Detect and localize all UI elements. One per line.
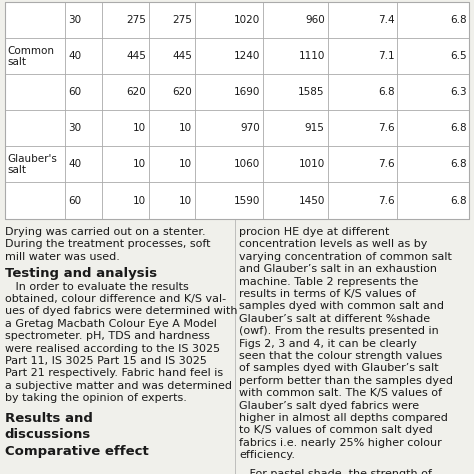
Text: 10: 10 [179, 123, 192, 134]
Text: 10: 10 [133, 123, 146, 134]
Text: 445: 445 [173, 51, 192, 62]
Text: 6.8: 6.8 [450, 15, 466, 26]
Text: Testing and analysis: Testing and analysis [5, 267, 157, 280]
Text: 6.8: 6.8 [378, 87, 394, 98]
Text: 6.8: 6.8 [450, 159, 466, 170]
Text: 7.6: 7.6 [378, 195, 394, 206]
Text: 10: 10 [179, 195, 192, 206]
Text: In order to evaluate the results
obtained, colour difference and K/S val-
ues of: In order to evaluate the results obtaine… [5, 282, 237, 403]
Text: 60: 60 [68, 195, 81, 206]
Text: 7.6: 7.6 [378, 123, 394, 134]
Text: 1690: 1690 [233, 87, 260, 98]
Text: 7.1: 7.1 [378, 51, 394, 62]
Text: 620: 620 [126, 87, 146, 98]
Text: 7.6: 7.6 [378, 159, 394, 170]
Text: 1450: 1450 [298, 195, 325, 206]
Bar [5, 2, 469, 219]
Text: procion HE dye at different
concentration levels as well as by
varying concentra: procion HE dye at different concentratio… [239, 227, 453, 460]
Text: 1585: 1585 [298, 87, 325, 98]
Text: 915: 915 [305, 123, 325, 134]
Text: 30: 30 [68, 123, 81, 134]
Text: 30: 30 [68, 15, 81, 26]
Text: 1060: 1060 [234, 159, 260, 170]
Text: 1240: 1240 [233, 51, 260, 62]
Text: 6.8: 6.8 [450, 123, 466, 134]
Text: 1020: 1020 [234, 15, 260, 26]
Text: 6.3: 6.3 [450, 87, 466, 98]
Text: 10: 10 [133, 195, 146, 206]
Text: 60: 60 [68, 87, 81, 98]
Text: 10: 10 [133, 159, 146, 170]
Text: 7.4: 7.4 [378, 15, 394, 26]
Text: 1010: 1010 [299, 159, 325, 170]
Text: Glauber's
salt: Glauber's salt [7, 154, 57, 175]
Text: 1110: 1110 [298, 51, 325, 62]
Text: Common
salt: Common salt [7, 46, 54, 67]
Text: Results and
discussions: Results and discussions [5, 412, 92, 441]
Text: 6.5: 6.5 [450, 51, 466, 62]
Text: 40: 40 [68, 159, 81, 170]
Bar [5, 2, 469, 219]
Text: 6.8: 6.8 [450, 195, 466, 206]
Text: 620: 620 [173, 87, 192, 98]
Text: 275: 275 [173, 15, 192, 26]
Text: 40: 40 [68, 51, 81, 62]
Text: Drying was carried out on a stenter.
During the treatment processes, soft
mill w: Drying was carried out on a stenter. Dur… [5, 227, 210, 262]
Text: 1590: 1590 [233, 195, 260, 206]
Text: 445: 445 [126, 51, 146, 62]
Text: 970: 970 [240, 123, 260, 134]
Text: For pastel shade, the strength of
the shade is graphically illustrated in
Fig 2.: For pastel shade, the strength of the sh… [239, 469, 447, 474]
Text: Comparative effect: Comparative effect [5, 445, 148, 458]
Text: 960: 960 [305, 15, 325, 26]
Text: 10: 10 [179, 159, 192, 170]
Text: 275: 275 [126, 15, 146, 26]
